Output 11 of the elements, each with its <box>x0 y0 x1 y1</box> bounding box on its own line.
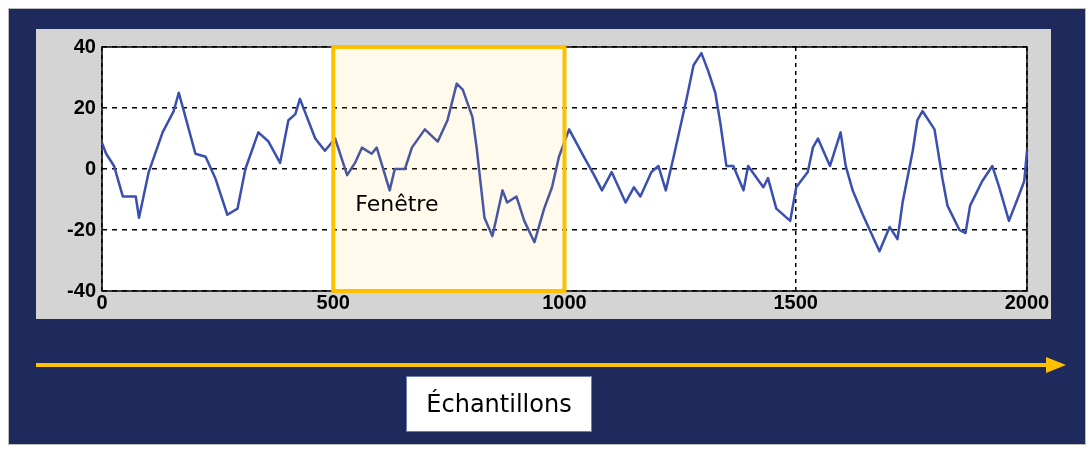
x-tick-label: 2000 <box>1004 290 1050 313</box>
x-axis-title: Échantillons <box>406 376 592 432</box>
x-tick-label: 1000 <box>542 290 587 313</box>
y-tick-label: 40 <box>73 34 96 57</box>
y-tick-label: 20 <box>73 95 96 118</box>
y-tick-label: 0 <box>84 156 96 179</box>
band-label: Fenêtre <box>355 191 439 217</box>
y-tick-label: -20 <box>67 217 96 240</box>
x-tick-label: 500 <box>316 290 350 313</box>
x-tick-label: 1500 <box>773 290 818 313</box>
y-tick-label: -40 <box>67 278 96 301</box>
